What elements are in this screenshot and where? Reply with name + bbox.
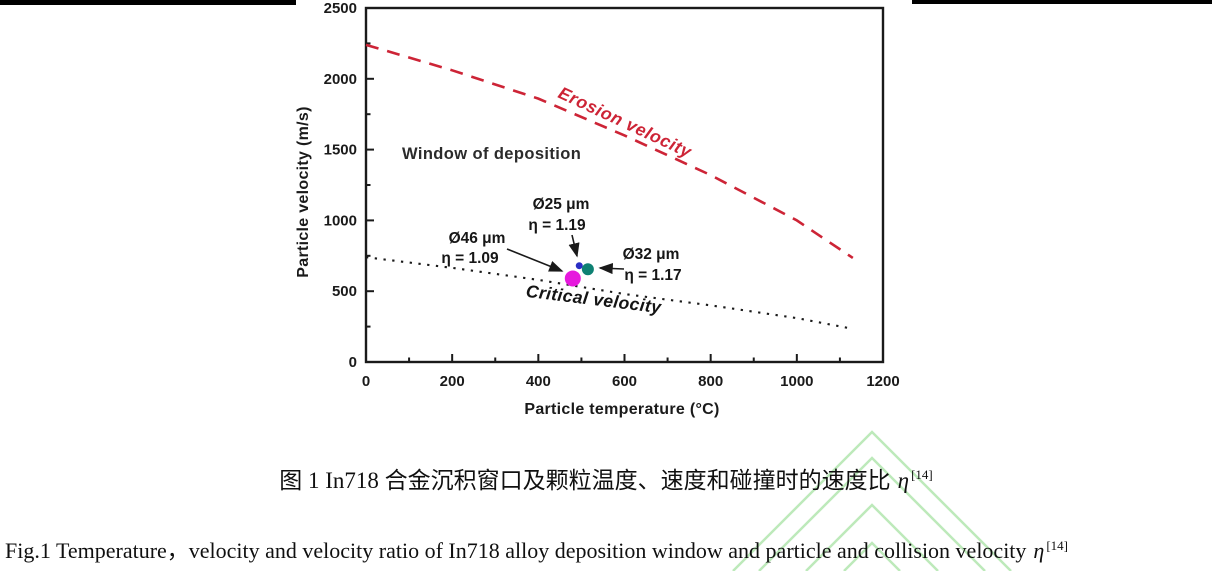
data-point-32m (581, 263, 594, 276)
x-tick-label: 1200 (866, 373, 899, 390)
y-tick-label: 2000 (324, 71, 357, 88)
figure-chart: 0 200 400 600 800 1000 1200 0 500 1000 1500 2000 250… (295, 0, 900, 418)
x-tick-label: 400 (526, 373, 551, 390)
point-25um-eta-label: η = 1.19 (528, 217, 586, 234)
caption-chinese-ref: [14] (911, 467, 933, 483)
caption-english: Fig.1 Temperature，velocity and velocity … (5, 533, 1210, 565)
watermark-chevron (805, 503, 939, 571)
axis-ticks: 0 200 400 600 800 1000 1200 0 500 1000 1500 2000 250… (324, 0, 900, 390)
window-of-deposition-label: Window of deposition (402, 145, 581, 163)
y-tick-label: 2500 (324, 0, 357, 17)
critical-velocity-label: Critical velocity (525, 281, 663, 318)
data-point-25m (575, 262, 583, 270)
page-edge-mark-left (0, 0, 296, 5)
point-32um-eta-label: η = 1.17 (624, 267, 681, 284)
point-32um-size-label: Ø32 μm (623, 246, 680, 263)
caption-english-text: Fig.1 Temperature，velocity and velocity … (5, 538, 1027, 563)
x-tick-label: 800 (698, 373, 723, 390)
x-tick-label: 200 (440, 373, 465, 390)
x-axis-title: Particle temperature (°C) (524, 401, 719, 418)
caption-english-ref: [14] (1046, 537, 1069, 553)
watermark-chevron (843, 541, 901, 571)
arrow-to-46um-point (506, 248, 564, 272)
y-tick-label: 1000 (324, 212, 357, 229)
watermark-chevron (758, 456, 986, 571)
page-edge-mark-right (912, 0, 1212, 4)
x-tick-label: 1000 (780, 373, 813, 390)
y-tick-label: 0 (349, 354, 357, 371)
watermark-chevron (732, 430, 1012, 571)
arrow-to-25um-point (568, 234, 580, 258)
caption-chinese-text: 图 1 In718 合金沉积窗口及颗粒温度、速度和碰撞时的速度比 (279, 468, 891, 493)
chart-series (365, 43, 854, 330)
arrow-to-32um-point (598, 262, 625, 275)
x-tick-label: 0 (362, 373, 370, 390)
y-axis-title: Particle velocity (m/s) (295, 106, 312, 277)
caption-english-eta: η (1033, 538, 1045, 563)
caption-chinese-eta: η (897, 468, 910, 493)
chart-data-points (564, 262, 594, 287)
point-46um-size-label: Ø46 μm (449, 230, 506, 247)
caption-chinese: 图 1 In718 合金沉积窗口及颗粒温度、速度和碰撞时的速度比 η [14] (0, 461, 1212, 495)
y-tick-label: 1500 (324, 142, 357, 159)
x-tick-label: 600 (612, 373, 637, 390)
data-point-46m (564, 270, 581, 287)
point-46um-eta-label: η = 1.09 (441, 250, 499, 267)
point-25um-size-label: Ø25 μm (533, 196, 590, 213)
y-tick-label: 500 (332, 283, 357, 300)
series-line-dashed (365, 43, 854, 260)
